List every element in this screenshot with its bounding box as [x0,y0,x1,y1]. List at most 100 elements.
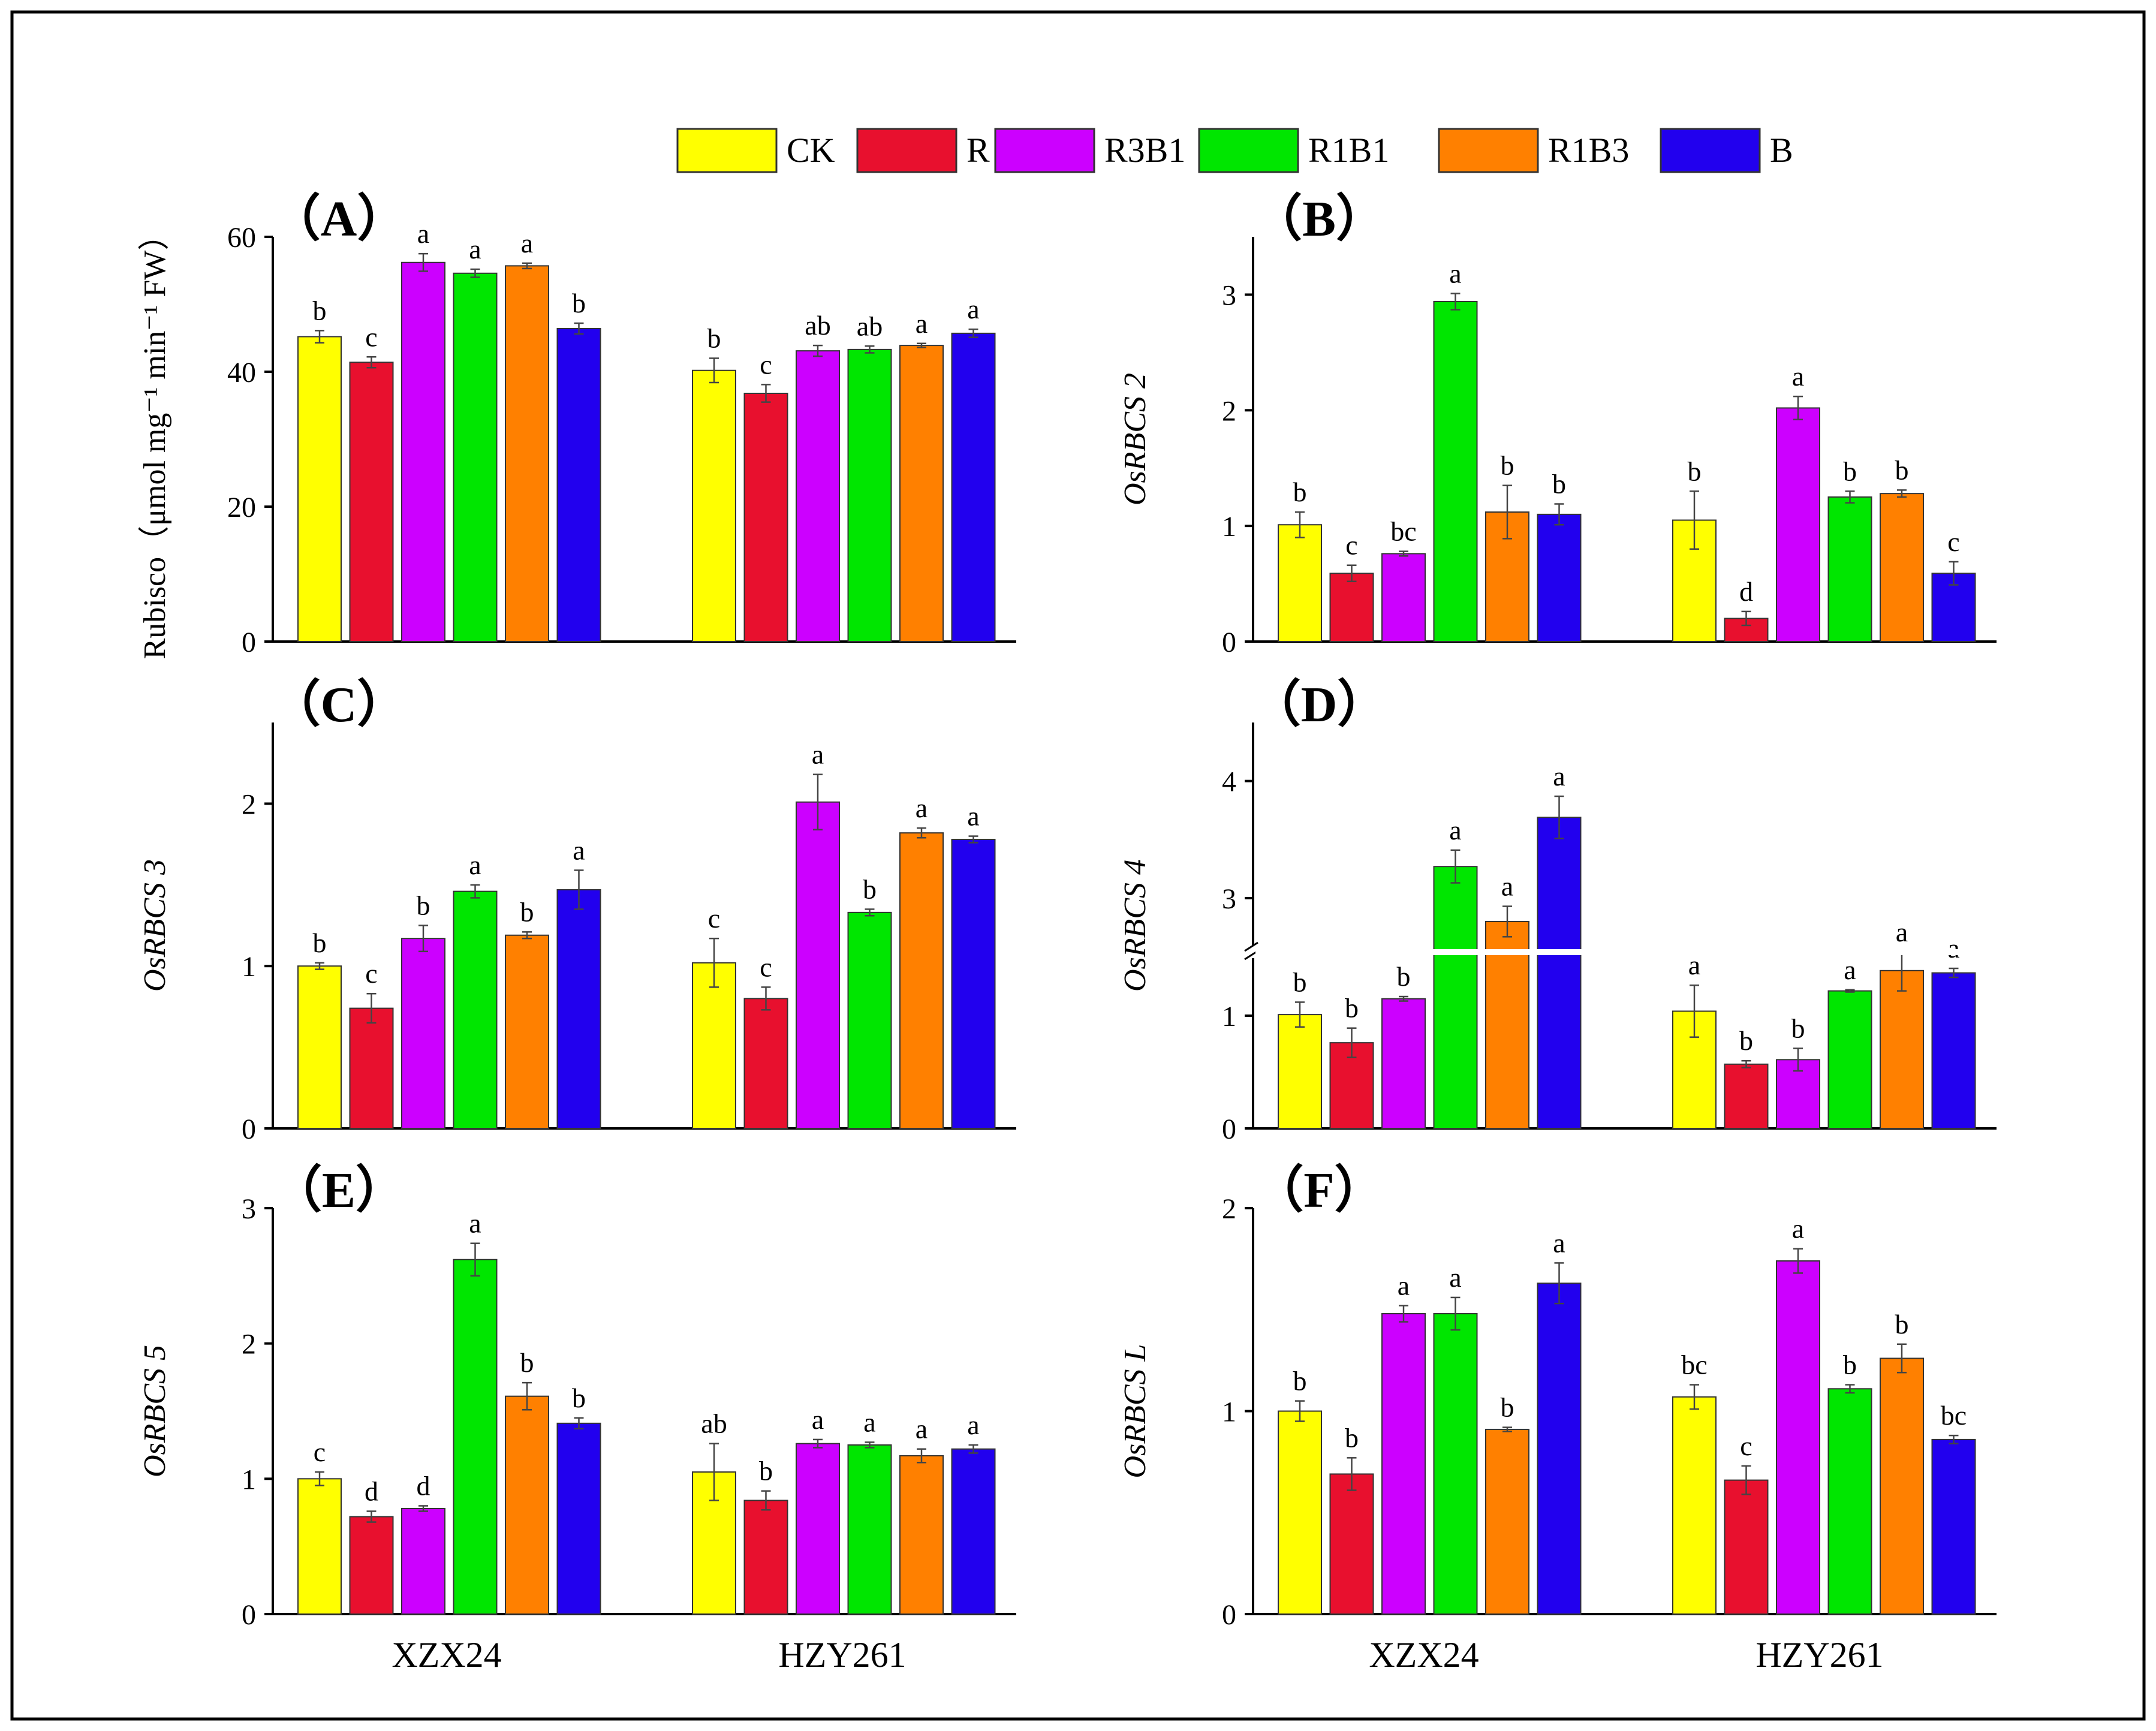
significance-letter: a [1501,871,1513,902]
bar-ck [692,962,736,1130]
bar-r3b1 [401,1507,445,1615]
bar-r1b3 [1485,920,1529,1130]
bar-r1b1 [453,1259,498,1615]
bar-r1b1 [453,890,498,1129]
significance-letter: a [967,801,979,832]
bar-r1b1 [847,911,892,1130]
y-tick-label: 0 [1222,1599,1236,1631]
bar-r1b3 [899,832,944,1130]
significance-letter: d [1739,576,1753,607]
bar-r1b3 [505,265,549,642]
legend-swatch-r [856,128,957,173]
panel-label: （D） [1251,677,1388,733]
significance-letter: b [1293,1366,1307,1396]
panel-1: 0 20 40 60 （A） Rubisco（μmol mg⁻¹ min⁻¹ FW） b c a… [138,191,1016,659]
legend-swatch-b [1660,128,1761,173]
significance-letter: a [1449,1262,1461,1293]
significance-letter: b [1345,993,1359,1023]
significance-letter: a [469,850,481,880]
significance-letter: b [313,928,327,958]
significance-letter: bc [1681,1349,1707,1380]
group-label-b: HZY261 [778,1635,906,1675]
panel-label: （C） [270,677,408,733]
bar-r1b1 [847,1444,892,1615]
bar-r3b1 [796,1443,840,1615]
significance-letter: a [1792,1214,1804,1244]
bar-r1b3 [505,1395,549,1615]
significance-letter: c [708,903,720,934]
y-tick-label: 1 [1222,1396,1236,1428]
y-tick-label: 1 [1222,1001,1236,1032]
significance-letter: a [863,1407,875,1437]
group-axis-labels: XZX24 HZY261 XZX24 HZY261 [392,1635,1883,1675]
significance-letter: b [1895,454,1909,485]
bar-r1b3 [1880,1357,1924,1615]
y-tick-label: 0 [1222,1113,1236,1145]
y-tick-label: 20 [227,492,256,523]
significance-letter: b [1293,967,1307,997]
significance-letter: a [1688,950,1700,980]
bar-b [1537,513,1582,642]
bar-r1b1 [453,272,498,642]
group-label-d: HZY261 [1755,1635,1883,1675]
bar-r [1724,1479,1769,1615]
group-label-a: XZX24 [392,1635,501,1675]
significance-letter: b [520,896,534,927]
legend-label-r1b1: R1B1 [1308,131,1389,170]
bar-r1b1 [847,348,892,642]
significance-letter: c [365,321,377,352]
significance-letter: a [812,739,824,770]
y-tick-label: 0 [242,1599,256,1631]
bar-b [951,1448,996,1615]
significance-letter: c [760,349,772,380]
significance-letter: a [916,1414,928,1444]
significance-letter: c [365,958,377,989]
bar-b [556,1422,601,1615]
significance-letter: a [1896,917,1908,947]
significance-letter: b [863,874,877,904]
significance-letter: b [1843,1349,1857,1380]
significance-letter: a [1844,955,1856,985]
bar-ck [1278,1410,1322,1615]
significance-letter: ab [857,311,883,341]
bar-r1b1 [1827,496,1872,643]
bar-ck [297,336,342,642]
bar-r3b1 [401,261,445,642]
bar-r [349,1516,394,1615]
significance-letter: a [916,308,928,339]
significance-letter: b [1739,1025,1753,1056]
bar-r [743,998,788,1129]
significance-letter: a [1792,361,1804,392]
significance-letter: c [1740,1431,1752,1461]
panel-4: 0 1 3 4 （D） OsRBCS 4 b b b a a a a b b a a a [1118,677,1997,1145]
y-tick-label: 3 [1222,279,1236,311]
bar-ck [692,369,736,642]
bar-r [743,393,788,642]
y-tick-label: 1 [242,1464,256,1495]
bar-b [1537,1283,1582,1615]
bar-b [1537,817,1582,1130]
legend-swatch-ck [676,128,778,173]
bar-r3b1 [1776,407,1820,643]
bar-ck [1278,524,1322,643]
bar-r [1329,1473,1374,1615]
significance-letter: b [572,288,586,318]
bar-r1b3 [1880,970,1924,1130]
bar-r3b1 [1381,998,1426,1130]
y-axis-title: OsRBCS 2 [1118,373,1152,505]
significance-letter: d [365,1476,378,1506]
bar-b [1931,972,1976,1130]
bar-b [1931,1438,1976,1615]
significance-letter: a [967,294,979,324]
significance-letter: a [1553,761,1565,791]
bar-r1b3 [899,1455,944,1615]
significance-letter: b [1293,477,1307,507]
significance-letter: a [916,793,928,823]
panel-label: （F） [1253,1163,1384,1218]
bar-ck [297,1478,342,1615]
y-tick-label: 0 [242,1113,256,1145]
significance-letter: b [1501,450,1514,481]
